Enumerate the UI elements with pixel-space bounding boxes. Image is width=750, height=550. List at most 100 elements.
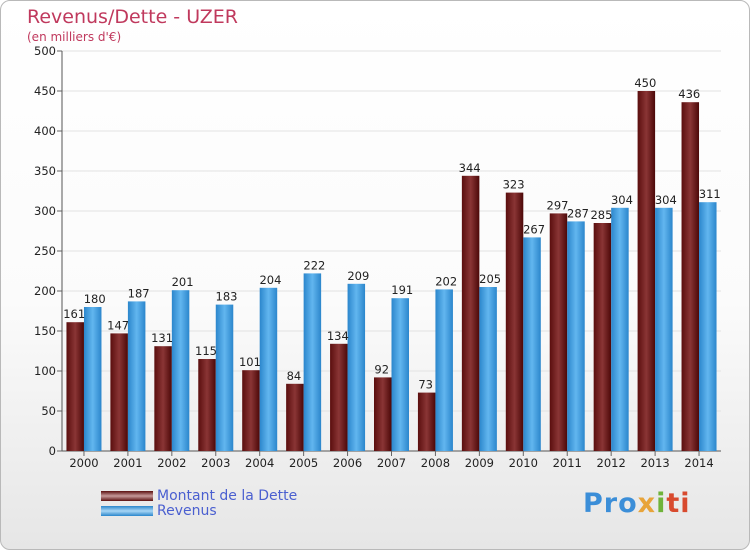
bar-debt bbox=[330, 343, 348, 451]
value-label-debt: 101 bbox=[239, 355, 261, 369]
value-label-debt: 285 bbox=[590, 208, 612, 222]
logo-part-3: i bbox=[656, 488, 667, 519]
y-tick-label: 200 bbox=[34, 284, 56, 298]
legend-swatch-revenue bbox=[101, 505, 153, 516]
x-tick-label: 2004 bbox=[245, 456, 274, 470]
value-label-debt: 84 bbox=[287, 369, 302, 383]
y-tick-label: 50 bbox=[41, 404, 56, 418]
bar-revenue bbox=[699, 202, 717, 451]
bar-revenue bbox=[303, 273, 322, 451]
bar-revenue bbox=[435, 289, 453, 451]
y-tick-label: 400 bbox=[34, 124, 56, 138]
bar-debt bbox=[461, 175, 480, 452]
value-label-debt: 323 bbox=[503, 178, 525, 192]
legend-swatch-debt bbox=[101, 490, 153, 501]
legend: Montant de la Dette Revenus bbox=[101, 487, 298, 519]
bar-revenue bbox=[347, 283, 366, 451]
chart-subtitle: (en milliers d'€) bbox=[27, 30, 122, 44]
bar-revenue bbox=[83, 307, 102, 451]
legend-item-revenue: Revenus bbox=[101, 502, 297, 519]
y-tick-label: 150 bbox=[34, 324, 56, 338]
x-tick-label: 2014 bbox=[684, 456, 713, 470]
value-label-revenue: 209 bbox=[347, 269, 369, 283]
value-label-revenue: 191 bbox=[391, 283, 413, 297]
value-label-debt: 297 bbox=[547, 198, 569, 212]
x-tick-label: 2010 bbox=[509, 456, 538, 470]
bar-debt bbox=[549, 213, 568, 451]
value-label-revenue: 205 bbox=[479, 272, 501, 286]
bar-debt bbox=[417, 392, 436, 451]
value-label-debt: 344 bbox=[459, 161, 481, 175]
y-tick-label: 350 bbox=[34, 164, 56, 178]
y-tick-label: 300 bbox=[34, 204, 56, 218]
y-tick-label: 500 bbox=[34, 44, 56, 58]
value-label-revenue: 287 bbox=[567, 206, 589, 220]
bar-debt bbox=[637, 91, 656, 451]
value-label-revenue: 180 bbox=[84, 292, 106, 306]
value-label-debt: 436 bbox=[678, 87, 700, 101]
y-tick-label: 250 bbox=[34, 244, 56, 258]
bar-revenue bbox=[611, 207, 629, 451]
value-label-debt: 161 bbox=[63, 307, 85, 321]
bar-debt bbox=[198, 359, 216, 451]
chart-title: Revenus/Dette - UZER bbox=[27, 6, 238, 28]
x-tick-label: 2008 bbox=[421, 456, 450, 470]
value-label-debt: 147 bbox=[107, 318, 129, 332]
value-label-debt: 450 bbox=[634, 76, 656, 90]
bar-revenue bbox=[215, 304, 234, 451]
legend-item-debt: Montant de la Dette bbox=[101, 487, 298, 504]
value-label-debt: 134 bbox=[327, 329, 349, 343]
logo-part-4: ti bbox=[666, 488, 691, 519]
value-label-revenue: 304 bbox=[611, 193, 633, 207]
bar-revenue bbox=[259, 287, 278, 451]
value-label-revenue: 201 bbox=[172, 275, 194, 289]
y-tick-label: 0 bbox=[49, 444, 56, 458]
x-tick-label: 2001 bbox=[113, 456, 142, 470]
bar-debt bbox=[681, 102, 700, 451]
value-label-revenue: 187 bbox=[128, 286, 150, 300]
x-tick-label: 2011 bbox=[553, 456, 582, 470]
value-label-revenue: 267 bbox=[523, 222, 545, 236]
value-label-revenue: 202 bbox=[435, 274, 457, 288]
bar-debt bbox=[286, 383, 304, 451]
value-label-debt: 73 bbox=[418, 378, 433, 392]
x-tick-label: 2005 bbox=[289, 456, 318, 470]
bar-revenue bbox=[171, 290, 190, 451]
x-tick-label: 2003 bbox=[201, 456, 230, 470]
bar-debt bbox=[154, 346, 172, 451]
x-tick-label: 2000 bbox=[69, 456, 98, 470]
y-tick-label: 450 bbox=[34, 84, 56, 98]
bar-debt bbox=[242, 370, 260, 451]
y-tick-label: 100 bbox=[34, 364, 56, 378]
value-label-revenue: 204 bbox=[259, 273, 281, 287]
proxiti-logo: Proxiti bbox=[583, 488, 691, 519]
value-label-revenue: 183 bbox=[216, 290, 238, 304]
value-label-revenue: 311 bbox=[699, 187, 721, 201]
legend-label-debt: Montant de la Dette bbox=[157, 487, 298, 504]
value-label-debt: 92 bbox=[374, 362, 389, 376]
x-tick-label: 2012 bbox=[597, 456, 626, 470]
legend-label-revenue: Revenus bbox=[157, 502, 217, 519]
x-tick-label: 2002 bbox=[157, 456, 186, 470]
bar-revenue bbox=[523, 237, 541, 451]
bar-revenue bbox=[391, 298, 409, 451]
x-tick-label: 2009 bbox=[465, 456, 494, 470]
bar-revenue bbox=[127, 301, 146, 451]
bar-debt bbox=[374, 377, 392, 451]
x-tick-label: 2013 bbox=[640, 456, 669, 470]
bar-debt bbox=[593, 223, 612, 451]
value-label-revenue: 222 bbox=[303, 258, 325, 272]
bar-debt bbox=[505, 192, 524, 451]
x-tick-label: 2007 bbox=[377, 456, 406, 470]
bar-revenue bbox=[655, 207, 673, 451]
logo-part-2: x bbox=[637, 488, 657, 519]
value-label-revenue: 304 bbox=[655, 193, 677, 207]
bar-debt bbox=[110, 333, 128, 451]
bar-revenue bbox=[479, 287, 497, 451]
x-tick-label: 2006 bbox=[333, 456, 362, 470]
value-label-debt: 115 bbox=[195, 344, 217, 358]
value-label-debt: 131 bbox=[151, 331, 173, 345]
logo-part-1: Pro bbox=[583, 488, 638, 519]
